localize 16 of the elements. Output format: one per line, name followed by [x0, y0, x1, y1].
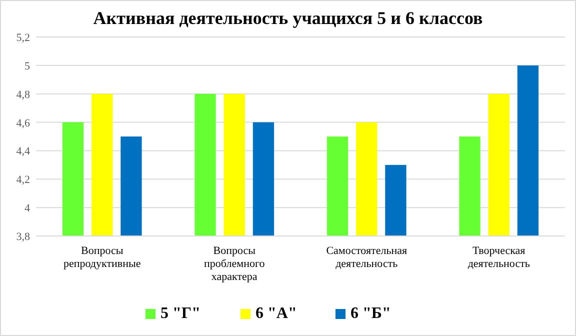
y-tick-label: 4	[24, 202, 30, 215]
y-tick-label: 5,2	[16, 32, 30, 44]
x-tick-label: Самостоятельная деятельность	[326, 245, 408, 270]
x-tick-label: Вопросы проблемного характера	[204, 245, 266, 283]
y-tick-label: 3,8	[16, 231, 30, 243]
legend-label: 6 "А"	[256, 305, 297, 322]
x-tick-label: Творческая деятельность	[468, 245, 530, 270]
legend-label: 6 "Б"	[350, 305, 391, 322]
legend-label: 5 "Г"	[160, 305, 200, 322]
chart-title: Активная деятельность учащихся 5 и 6 классов	[93, 8, 483, 28]
x-tick-label: Вопросы репродуктивные	[63, 245, 141, 270]
y-tick-label: 4,6	[16, 117, 30, 130]
y-tick-label: 5	[24, 60, 30, 72]
y-tick-label: 4,2	[16, 174, 30, 186]
y-tick-label: 4,4	[16, 146, 30, 158]
y-tick-label: 4,8	[16, 88, 30, 101]
